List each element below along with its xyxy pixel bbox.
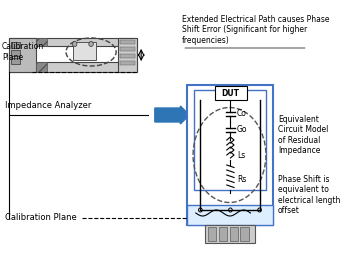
- FancyBboxPatch shape: [120, 54, 135, 58]
- FancyBboxPatch shape: [187, 85, 273, 225]
- Circle shape: [229, 208, 232, 212]
- FancyBboxPatch shape: [208, 227, 216, 241]
- FancyBboxPatch shape: [218, 227, 227, 241]
- FancyBboxPatch shape: [11, 50, 20, 56]
- Circle shape: [198, 208, 202, 212]
- FancyBboxPatch shape: [9, 38, 136, 46]
- FancyBboxPatch shape: [120, 40, 135, 44]
- Circle shape: [258, 208, 261, 212]
- Text: Extended Electrical Path causes Phase
Shift Error (Significant for higher
freque: Extended Electrical Path causes Phase Sh…: [182, 15, 330, 45]
- FancyArrow shape: [155, 106, 189, 124]
- FancyBboxPatch shape: [11, 42, 20, 48]
- Text: DUT: DUT: [222, 89, 239, 97]
- FancyBboxPatch shape: [230, 227, 238, 241]
- FancyBboxPatch shape: [215, 86, 247, 100]
- FancyBboxPatch shape: [187, 205, 273, 225]
- Text: Go: Go: [237, 125, 247, 134]
- Text: Calibration Plane: Calibration Plane: [5, 214, 76, 222]
- FancyBboxPatch shape: [240, 227, 248, 241]
- FancyBboxPatch shape: [36, 62, 47, 72]
- Text: Impedance Analyzer: Impedance Analyzer: [5, 101, 91, 110]
- FancyBboxPatch shape: [118, 38, 136, 72]
- FancyBboxPatch shape: [205, 225, 255, 243]
- FancyBboxPatch shape: [36, 38, 47, 46]
- FancyBboxPatch shape: [120, 61, 135, 65]
- Text: Co: Co: [237, 110, 247, 118]
- FancyBboxPatch shape: [120, 47, 135, 51]
- FancyBboxPatch shape: [11, 58, 20, 64]
- Text: Phase Shift is
equivalent to
electrical length
offset: Phase Shift is equivalent to electrical …: [278, 175, 340, 215]
- Text: Ls: Ls: [237, 150, 245, 160]
- Circle shape: [89, 41, 93, 46]
- FancyBboxPatch shape: [194, 90, 266, 190]
- Text: Rs: Rs: [237, 176, 246, 184]
- Text: Equivalent
Circuit Model
of Residual
Impedance: Equivalent Circuit Model of Residual Imp…: [278, 115, 328, 155]
- FancyBboxPatch shape: [73, 42, 96, 60]
- Circle shape: [72, 41, 77, 46]
- FancyBboxPatch shape: [9, 38, 36, 72]
- Text: Calibration
Plane: Calibration Plane: [2, 42, 44, 62]
- FancyBboxPatch shape: [9, 62, 136, 72]
